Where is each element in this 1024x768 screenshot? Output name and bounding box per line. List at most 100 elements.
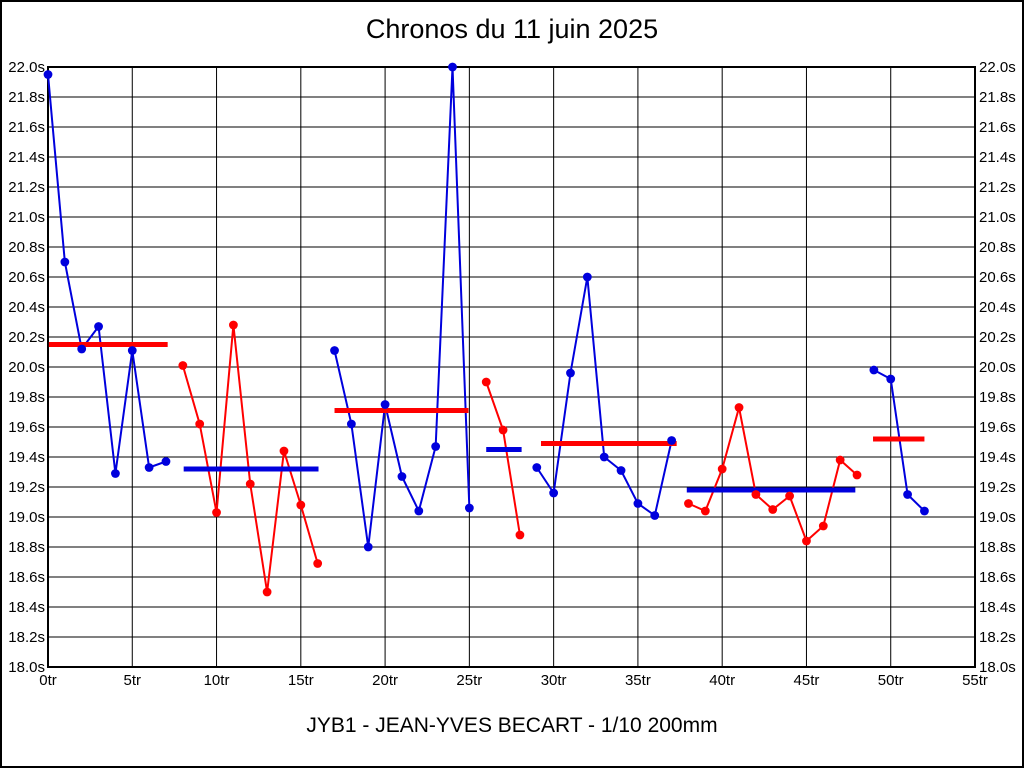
- y-axis-tick-label-right: 18.8s: [979, 539, 1016, 556]
- data-point-stint-3-lap-18: [346, 419, 356, 429]
- plot-frame: [47, 66, 976, 668]
- data-point-stint-7-lap-52: [920, 506, 929, 516]
- y-axis-tick-label-right: 18.4s: [979, 599, 1016, 616]
- y-axis-tick-label-right: 21.0s: [979, 209, 1016, 226]
- y-axis-tick-label-left: 18.8s: [8, 539, 45, 556]
- y-axis-tick-label-left: 22.0s: [8, 59, 45, 76]
- data-point-stint-6-lap-48: [852, 470, 862, 480]
- chart-title: Chronos du 11 juin 2025: [365, 14, 659, 44]
- y-axis-tick-label-right: 18.2s: [979, 629, 1016, 646]
- x-axis-tick-label: 0tr: [39, 672, 57, 689]
- data-point-stint-2-lap-12: [245, 479, 255, 489]
- data-point-stint-3-lap-25: [464, 503, 474, 513]
- y-axis-tick-label-left: 21.8s: [8, 89, 45, 106]
- series-line-stint-5: [535, 276, 673, 518]
- y-axis-tick-label-right: 20.6s: [979, 269, 1016, 286]
- y-axis-tick-label-right: 20.0s: [979, 359, 1016, 376]
- y-axis-tick-label-left: 21.6s: [8, 119, 45, 136]
- data-point-stint-2-lap-16: [313, 559, 323, 568]
- data-point-stint-2-lap-9: [195, 419, 205, 429]
- data-point-stint-2-lap-14: [279, 446, 289, 456]
- y-axis-tick-label-left: 19.8s: [8, 389, 45, 406]
- y-axis-tick-label-right: 22.0s: [979, 59, 1016, 76]
- y-axis-tick-label-left: 21.0s: [8, 209, 45, 226]
- y-axis-tick-label-right: 18.0s: [979, 659, 1016, 676]
- y-axis-tick-label-left: 20.0s: [8, 359, 45, 376]
- y-axis-tick-label-right: 20.2s: [979, 329, 1016, 346]
- data-point-stint-5-lap-33: [599, 452, 609, 462]
- y-axis-tick-label-right: 21.6s: [979, 119, 1016, 136]
- data-point-stint-1-lap-4: [111, 469, 120, 478]
- data-point-stint-7-lap-50: [886, 374, 896, 384]
- data-point-stint-2-lap-11: [229, 320, 238, 330]
- data-point-stint-4-lap-27: [498, 425, 508, 435]
- data-point-stint-1-lap-7: [161, 457, 171, 466]
- data-point-stint-4-lap-26: [481, 377, 491, 387]
- y-axis-tick-label-left: 18.0s: [8, 659, 45, 676]
- data-point-stint-5-lap-37: [667, 436, 677, 445]
- y-axis-tick-label-right: 19.4s: [979, 449, 1016, 466]
- data-point-stint-6-lap-45: [802, 536, 811, 546]
- data-point-stint-3-lap-20: [380, 400, 390, 409]
- data-point-stint-6-lap-42: [751, 490, 761, 499]
- data-point-stint-6-lap-40: [717, 464, 727, 474]
- y-axis-tick-label-left: 20.4s: [8, 299, 45, 316]
- data-point-stint-3-lap-21: [397, 472, 407, 481]
- data-point-stint-1-lap-6: [144, 463, 154, 472]
- data-point-stint-5-lap-30: [549, 488, 559, 498]
- data-point-stint-6-lap-46: [818, 521, 828, 531]
- data-point-stint-3-lap-17: [330, 346, 339, 355]
- y-axis-tick-label-left: 20.6s: [8, 269, 45, 286]
- x-axis-tick-label: 5tr: [123, 672, 142, 689]
- x-axis-tick-label: 15tr: [287, 672, 314, 689]
- x-axis-tick-label: 50tr: [877, 672, 904, 689]
- data-point-stint-4-lap-28: [515, 530, 525, 540]
- y-axis-tick-label-left: 19.2s: [8, 479, 45, 496]
- data-point-stint-2-lap-15: [296, 500, 306, 510]
- data-point-stint-5-lap-36: [650, 511, 660, 520]
- data-point-stint-5-lap-32: [582, 272, 592, 282]
- data-point-stint-5-lap-29: [532, 463, 542, 472]
- y-axis-tick-label-right: 19.6s: [979, 419, 1016, 436]
- data-point-stint-1-lap-3: [94, 322, 103, 331]
- data-point-stint-1-lap-5: [127, 346, 137, 355]
- x-axis-tick-label: 40tr: [709, 672, 736, 689]
- data-point-stint-6-lap-39: [700, 506, 710, 516]
- y-axis-tick-label-right: 20.4s: [979, 299, 1016, 316]
- y-axis-tick-label-right: 21.8s: [979, 89, 1016, 106]
- data-point-stint-5-lap-35: [633, 499, 643, 508]
- y-axis-tick-label-right: 21.4s: [979, 149, 1016, 166]
- y-axis-tick-label-left: 18.4s: [8, 599, 45, 616]
- data-point-stint-3-lap-22: [414, 506, 424, 516]
- x-axis-tick-label: 55tr: [962, 672, 988, 689]
- y-axis-tick-label-right: 19.8s: [979, 389, 1016, 406]
- x-axis-tick-label: 30tr: [540, 672, 567, 689]
- data-point-stint-6-lap-38: [684, 499, 693, 508]
- y-axis-tick-label-right: 20.8s: [979, 239, 1016, 256]
- y-axis-tick-label-left: 18.6s: [8, 569, 45, 586]
- y-axis-tick-label-left: 21.2s: [8, 179, 45, 196]
- data-point-stint-3-lap-23: [431, 442, 441, 451]
- x-axis-tick-label: 45tr: [793, 672, 820, 689]
- y-axis-tick-label-left: 21.4s: [8, 149, 45, 166]
- data-point-stint-1-lap-2: [77, 344, 87, 354]
- data-point-stint-6-lap-41: [734, 403, 744, 412]
- series-line-stint-2: [181, 324, 319, 593]
- data-point-stint-2-lap-10: [212, 508, 221, 517]
- x-axis-tick-label: 35tr: [624, 672, 651, 689]
- y-axis-tick-label-right: 19.2s: [979, 479, 1016, 496]
- y-axis-tick-label-left: 18.2s: [8, 629, 45, 646]
- y-axis-tick-label-right: 19.0s: [979, 509, 1016, 526]
- series-line-stint-1: [47, 74, 167, 474]
- data-point-stint-3-lap-19: [363, 542, 373, 552]
- data-point-stint-6-lap-47: [835, 455, 845, 465]
- data-point-stint-7-lap-49: [869, 365, 879, 375]
- y-axis-tick-label-left: 20.2s: [8, 329, 45, 346]
- x-axis-tick-label: 25tr: [456, 672, 483, 689]
- data-point-stint-6-lap-44: [785, 491, 794, 501]
- series-line-stint-4: [485, 381, 521, 536]
- y-axis-tick-label-left: 19.6s: [8, 419, 45, 436]
- y-axis-tick-label-left: 20.8s: [8, 239, 45, 256]
